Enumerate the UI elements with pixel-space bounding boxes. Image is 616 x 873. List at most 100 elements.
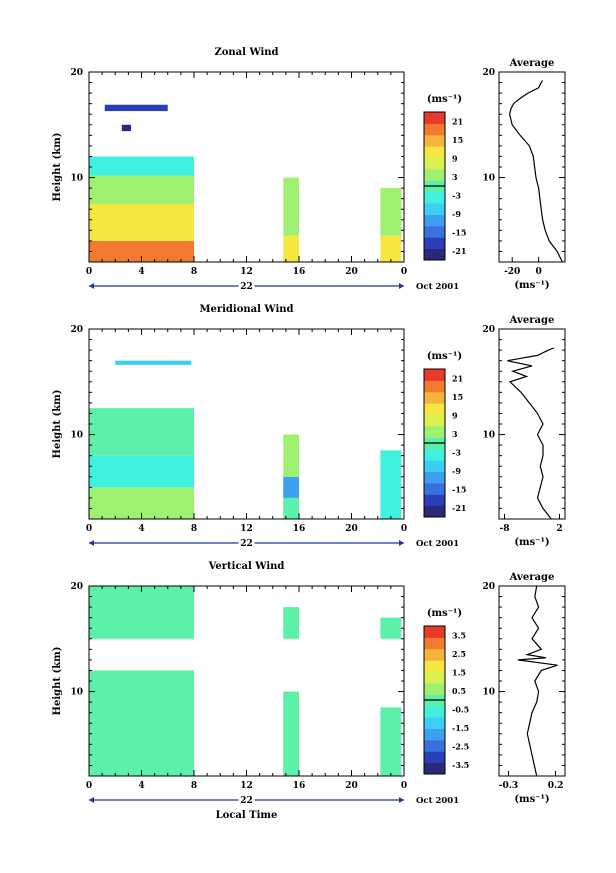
colorbar-tick-label: -0.5: [452, 704, 469, 714]
colorbar-tick-label: -2.5: [452, 741, 469, 751]
x-tick-label: 4: [138, 524, 144, 534]
average-y-tick-label: 10: [482, 688, 495, 698]
y-tick-label: 10: [70, 688, 83, 698]
data-cell: [283, 177, 299, 236]
y-tick-label: 20: [70, 68, 83, 78]
colorbar-swatch: [424, 191, 445, 204]
data-cell: [89, 203, 194, 241]
average-frame: [498, 328, 566, 520]
colorbar-tick-label: 9: [452, 153, 458, 163]
x-tick-label: 12: [240, 267, 253, 277]
date-bar-start: [89, 283, 94, 289]
colorbar-swatch: [424, 237, 445, 250]
panel-title: Zonal Wind: [214, 47, 278, 58]
y-tick-label: 20: [70, 325, 83, 335]
y-tick-label: 10: [70, 431, 83, 441]
colorbar-swatch: [424, 728, 445, 741]
colorbar-swatch: [424, 425, 445, 438]
colorbar-swatch: [424, 762, 445, 775]
data-cell: [104, 104, 168, 112]
average-x-tick-label: 0: [535, 267, 541, 277]
colorbar-swatch: [424, 403, 445, 416]
x-tick-label: 8: [191, 781, 197, 791]
average-profile-line: [517, 585, 558, 777]
colorbar-swatch: [424, 494, 445, 507]
colorbar-tick-label: -3: [452, 190, 461, 200]
colorbar-swatch: [424, 671, 445, 684]
average-y-tick-label: 10: [482, 174, 495, 184]
x-tick-label: 0: [401, 267, 407, 277]
x-tick-label: 8: [191, 524, 197, 534]
colorbar-tick-label: -3: [452, 447, 461, 457]
average-frame: [498, 71, 566, 263]
data-cell: [89, 670, 194, 776]
average-y-tick-label: 20: [482, 68, 495, 78]
colorbar-tick-label: -15: [452, 484, 466, 494]
data-cell: [121, 124, 131, 132]
data-cell: [89, 424, 194, 456]
panel-title: Meridional Wind: [199, 304, 293, 315]
colorbar-swatch: [424, 660, 445, 673]
data-cell: [115, 360, 192, 365]
colorbar-tick-label: -9: [452, 466, 461, 476]
average-profile-line: [507, 347, 555, 520]
average-title: Average: [509, 572, 555, 583]
x-tick-label: 4: [138, 781, 144, 791]
x-tick-label: 20: [345, 781, 358, 791]
average-y-tick-label: 10: [482, 431, 495, 441]
colorbar-tick-label: 3.5: [452, 630, 466, 640]
colorbar-tick-label: -9: [452, 209, 461, 219]
x-tick-label: 0: [401, 781, 407, 791]
colorbar-swatch: [424, 146, 445, 159]
panel-1: Meridional Wind 0 4 8 12 16 20 0 10 20 Height (km)…: [52, 304, 566, 549]
x-tick-label: 16: [293, 267, 306, 277]
colorbar-tick-label: -3.5: [452, 760, 469, 770]
colorbar-swatch: [424, 414, 445, 427]
average-profile-line: [508, 80, 563, 263]
data-cell: [283, 497, 299, 519]
colorbar-swatch: [424, 168, 445, 181]
colorbar-swatch: [424, 717, 445, 729]
colorbar-swatch: [424, 157, 445, 170]
average-frame: [498, 585, 566, 777]
date-bar-end: [399, 283, 404, 289]
data-cell: [380, 617, 402, 639]
colorbar-swatch: [424, 123, 445, 136]
average-y-tick-label: 20: [482, 325, 495, 335]
date-label-bg: [238, 794, 255, 805]
colorbar-swatch: [424, 391, 445, 404]
x-tick-label: 20: [345, 524, 358, 534]
data-cell: [283, 691, 299, 776]
colorbar-tick-label: -15: [452, 227, 466, 237]
date-label: 22: [240, 796, 253, 806]
colorbar-swatch: [424, 203, 445, 215]
data-cell: [89, 455, 194, 488]
average-y-tick-label: 20: [482, 582, 495, 592]
x-tick-label: 0: [401, 524, 407, 534]
data-cell: [283, 476, 299, 498]
average-title: Average: [509, 315, 555, 326]
colorbar-tick-label: -1.5: [452, 723, 469, 733]
x-tick-label: 16: [293, 781, 306, 791]
data-cell: [380, 188, 402, 236]
average-x-tick-label: -0.3: [499, 781, 518, 791]
date-bar-end: [399, 797, 404, 803]
colorbar-swatch: [424, 460, 445, 472]
x-tick-label: 12: [240, 781, 253, 791]
month-label: Oct 2001: [416, 282, 459, 292]
y-axis-label: Height (km): [52, 133, 63, 202]
colorbar-tick-label: 3: [452, 172, 458, 182]
colorbar-tick-label: 0.5: [452, 686, 466, 696]
average-x-tick-label: -8: [500, 524, 510, 534]
date-label-bg: [238, 537, 255, 548]
average-x-label: (ms⁻¹): [514, 537, 549, 548]
x-axis-label: Local Time: [216, 810, 278, 821]
panel-0: Zonal Wind 0 4 8 12 16 20 0 10 20 Height (km) 22 Oct…: [52, 47, 566, 292]
colorbar-unit: (ms⁻¹): [427, 351, 462, 362]
colorbar-swatch: [424, 225, 445, 238]
colorbar-tick-label: -21: [452, 503, 466, 513]
date-bar-start: [89, 540, 94, 546]
data-cell: [380, 707, 402, 776]
y-axis-label: Height (km): [52, 390, 63, 459]
date-bar-end: [399, 540, 404, 546]
